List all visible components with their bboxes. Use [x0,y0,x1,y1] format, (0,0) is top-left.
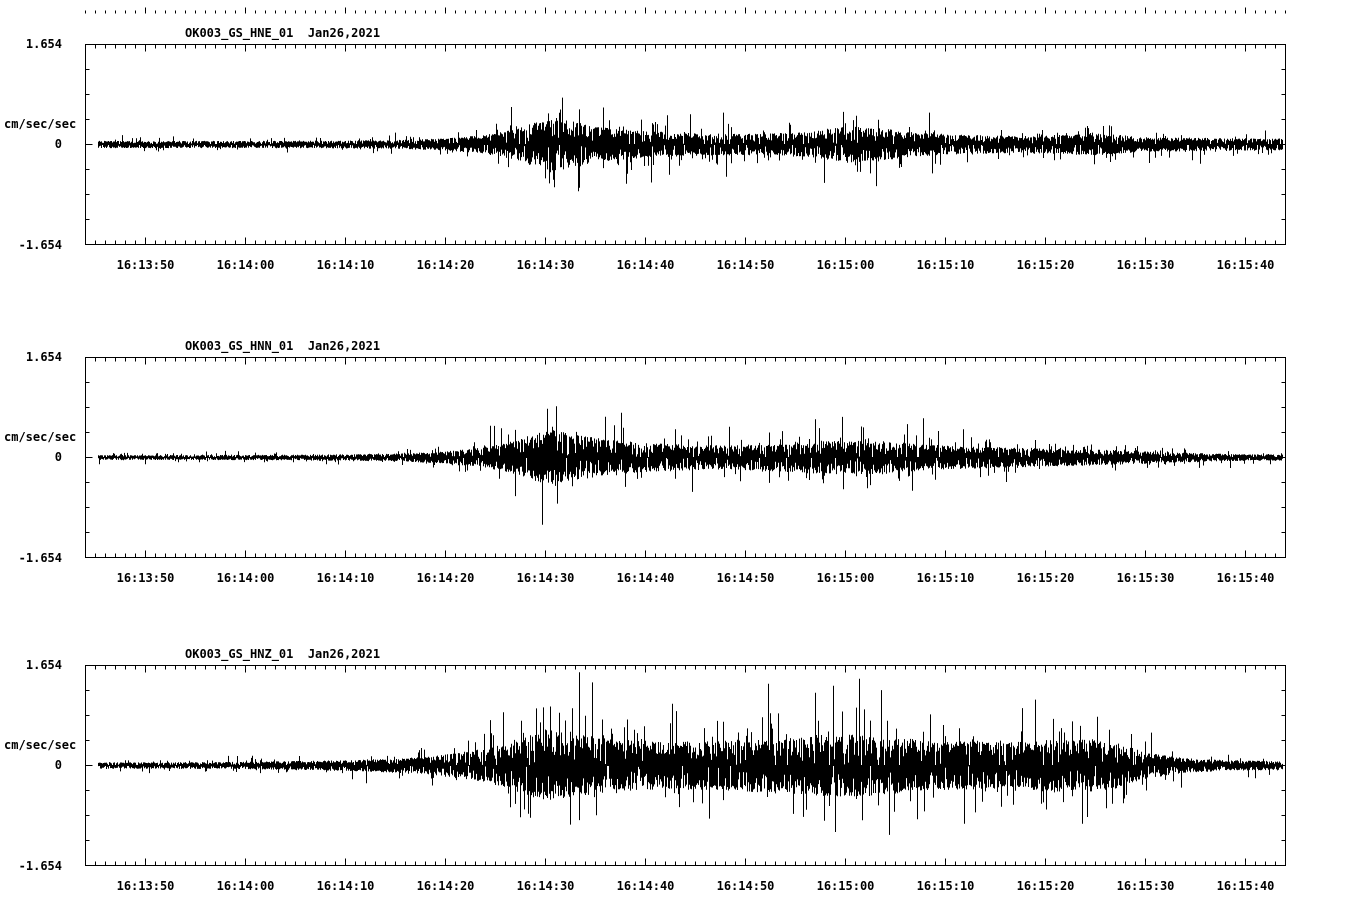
y-axis-min-label: -1.654 [18,859,62,873]
y-axis-zero-label: 0 [54,758,62,772]
x-axis-tick-label: 16:14:00 [216,879,275,893]
x-axis-tick-label: 16:15:00 [816,571,875,585]
x-axis-tick-label: 16:15:10 [916,571,975,585]
x-axis-tick-label: 16:14:30 [516,258,575,272]
x-axis-tick-label: 16:15:20 [1016,879,1075,893]
y-axis-unit-label: cm/sec/sec [4,738,77,752]
x-axis-tick-label: 16:15:40 [1216,571,1275,585]
x-axis-tick-label: 16:15:30 [1116,258,1175,272]
x-axis-tick-label: 16:14:00 [216,571,275,585]
x-axis-tick-label: 16:14:40 [616,258,675,272]
y-axis-max-label: 1.654 [25,658,62,672]
x-axis-tick-label: 16:14:20 [416,571,475,585]
seismogram-panel-hne: OK003_GS_HNE_01 Jan26,2021 1.654 cm/sec/… [0,26,1358,286]
seismogram-panel-hnn: OK003_GS_HNN_01 Jan26,2021 1.654 cm/sec/… [0,339,1358,599]
seismogram-panel-hnz: OK003_GS_HNZ_01 Jan26,2021 1.654 cm/sec/… [0,647,1358,907]
x-axis-tick-label: 16:15:40 [1216,879,1275,893]
x-axis-tick-label: 16:14:40 [616,571,675,585]
x-axis-tick-label: 16:15:10 [916,879,975,893]
y-axis-max-label: 1.654 [25,37,62,51]
x-axis-tick-label: 16:14:30 [516,571,575,585]
x-axis-tick-label: 16:14:50 [716,571,775,585]
top-time-ruler-ticks [85,7,1286,14]
x-axis-tick-label: 16:14:20 [416,879,475,893]
x-axis-tick-label: 16:13:50 [116,879,175,893]
waveform-plot-hne [85,44,1286,245]
x-axis-tick-label: 16:14:00 [216,258,275,272]
x-axis-tick-label: 16:15:30 [1116,879,1175,893]
waveform-plot-hnz [85,665,1286,866]
x-axis-tick-label: 16:13:50 [116,571,175,585]
x-axis-tick-label: 16:15:40 [1216,258,1275,272]
x-axis-tick-label: 16:14:10 [316,258,375,272]
x-axis-tick-label: 16:14:30 [516,879,575,893]
y-axis-min-label: -1.654 [18,238,62,252]
x-axis-tick-label: 16:14:50 [716,879,775,893]
x-axis-tick-label: 16:14:50 [716,258,775,272]
y-axis-unit-label: cm/sec/sec [4,430,77,444]
x-axis-tick-label: 16:15:10 [916,258,975,272]
x-axis-tick-label: 16:15:20 [1016,571,1075,585]
x-axis-tick-label: 16:14:10 [316,879,375,893]
x-axis-tick-label: 16:15:00 [816,879,875,893]
trace-title: OK003_GS_HNN_01 Jan26,2021 [185,339,381,353]
x-axis-tick-label: 16:13:50 [116,258,175,272]
y-axis-min-label: -1.654 [18,551,62,565]
x-axis-tick-label: 16:15:00 [816,258,875,272]
trace-title: OK003_GS_HNZ_01 Jan26,2021 [185,647,381,661]
y-axis-max-label: 1.654 [25,350,62,364]
x-axis-tick-label: 16:15:20 [1016,258,1075,272]
waveform-plot-hnn [85,357,1286,558]
y-axis-zero-label: 0 [54,137,62,151]
x-axis-tick-label: 16:14:40 [616,879,675,893]
trace-title: OK003_GS_HNE_01 Jan26,2021 [185,26,381,40]
x-axis-tick-label: 16:14:10 [316,571,375,585]
x-axis-tick-label: 16:14:20 [416,258,475,272]
y-axis-unit-label: cm/sec/sec [4,117,77,131]
x-axis-tick-label: 16:15:30 [1116,571,1175,585]
y-axis-zero-label: 0 [54,450,62,464]
